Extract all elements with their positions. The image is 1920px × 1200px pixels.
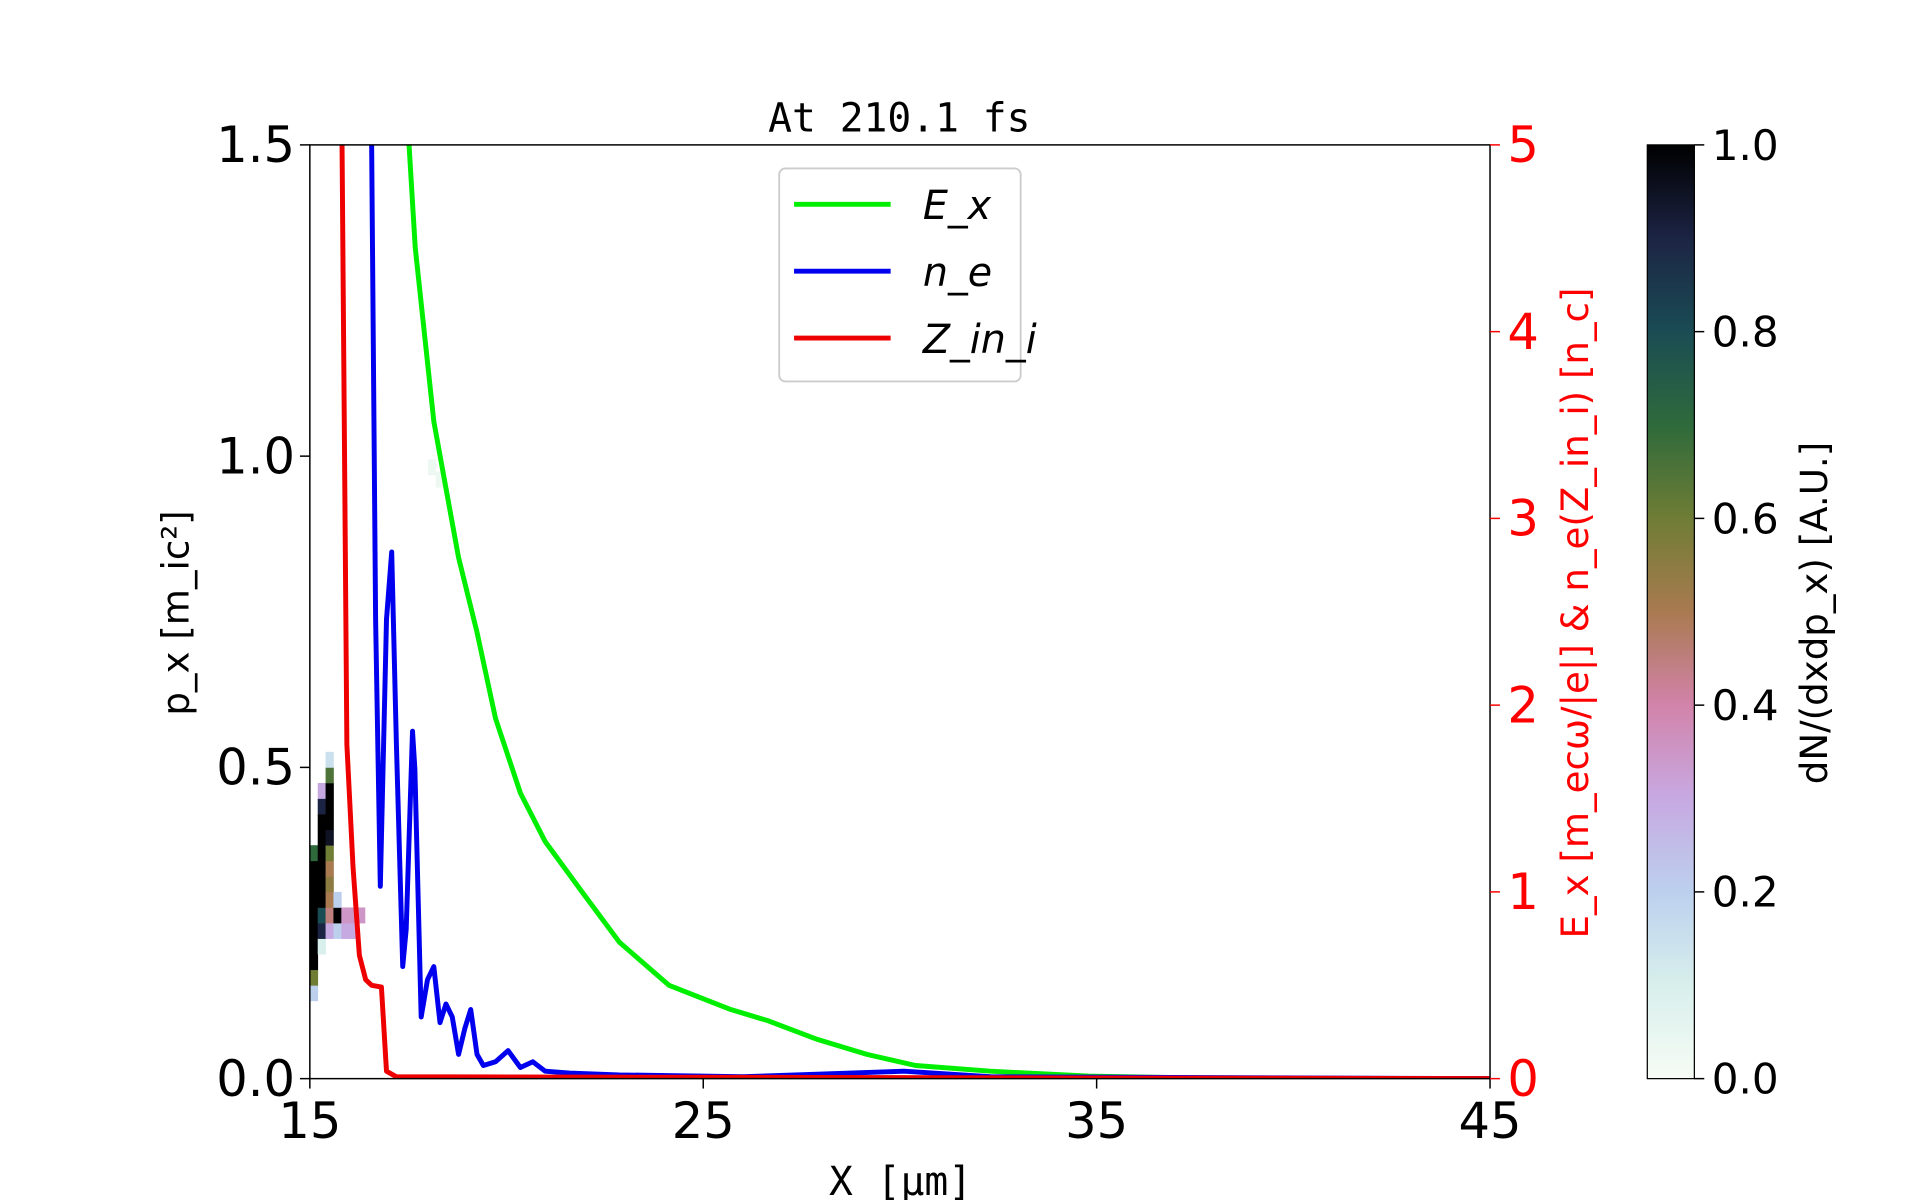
heatmap-cell [317, 814, 326, 831]
heatmap-cell [325, 876, 334, 893]
heatmap-cell [333, 923, 342, 939]
x-tick-label: 25 [672, 1092, 735, 1150]
heatmap-cell [317, 829, 326, 846]
colorbar-tick-label: 0.0 [1712, 1054, 1779, 1103]
y-right-tick-label: 4 [1507, 303, 1539, 361]
x-tick-label: 35 [1065, 1092, 1128, 1150]
colorbar-tick-label: 0.6 [1712, 494, 1779, 543]
heatmap-cell [325, 829, 334, 846]
heatmap-cell [309, 860, 319, 877]
heatmap-cell [317, 860, 326, 877]
heatmap-cell [349, 907, 358, 924]
y-left-tick-label: 0.0 [216, 1050, 295, 1108]
chart-title: At 210.1 fs [768, 95, 1030, 141]
y-left-tick-label: 1.0 [216, 427, 295, 485]
y-axis-right: 0 1 2 3 4 5 [1490, 116, 1539, 1108]
y-left-tick-label: 1.5 [216, 116, 295, 174]
legend-box [778, 167, 1022, 383]
colorbar-tick-label: 0.2 [1712, 868, 1779, 917]
y-axis-left-label: p_x [m_ic²] [154, 510, 197, 715]
heatmap-cell [325, 891, 334, 908]
heatmap-cell [325, 923, 334, 939]
heatmap-cell [357, 907, 366, 924]
heatmap-cell [341, 907, 350, 924]
x-axis: 15 25 35 45 [278, 1078, 1522, 1150]
heatmap-cell [317, 782, 326, 799]
heatmap-cell [341, 923, 350, 939]
heatmap-cell [325, 907, 334, 924]
plot-frame [309, 144, 1491, 1080]
heatmap-cell [317, 845, 326, 862]
x-tick-label: 15 [278, 1092, 341, 1150]
heatmap-cell [333, 891, 342, 908]
y-right-tick-label: 1 [1507, 863, 1539, 921]
heatmap-cell [325, 798, 334, 815]
y-axis-right-label: E_x [m_ecω/|e|] & n_e(Z_in_i) [n_c] [1554, 288, 1597, 939]
heatmap-cell [427, 459, 437, 476]
y-axis-left: 0.0 0.5 1.0 1.5 [216, 116, 310, 1108]
colorbar [1646, 144, 1695, 1080]
series-lines [339, 144, 1491, 1079]
heatmap-cell [309, 845, 319, 862]
y-right-tick-label: 0 [1507, 1050, 1539, 1108]
heatmap-cell [317, 798, 326, 815]
heatmap-cell [317, 938, 326, 955]
heatmap-cell [317, 907, 326, 924]
heatmap-cell [325, 814, 334, 831]
heatmap-cell [317, 876, 326, 893]
series-line-zini [339, 144, 1491, 1079]
legend-label: E_x [923, 183, 992, 229]
colorbar-tick-label: 1.0 [1712, 121, 1779, 170]
heatmap-cell [317, 923, 326, 939]
legend: E_x n_e Z_in_i [778, 167, 1037, 383]
x-axis-label: X [μm] [829, 1159, 972, 1200]
heatmap-cell [325, 782, 334, 799]
heatmap-cell [309, 938, 319, 955]
heatmap-cell [333, 907, 342, 924]
y-left-tick-label: 0.5 [216, 739, 295, 797]
heatmap-cell [325, 860, 334, 877]
heatmap-cell [435, 471, 444, 488]
heatmap-cell [325, 845, 334, 862]
series-line-ne [369, 144, 1491, 1079]
heatmap-cell [317, 891, 326, 908]
heatmap-cell [309, 969, 319, 986]
colorbar-axis: 0.0 0.2 0.4 0.6 0.8 1.0 [1694, 121, 1779, 1103]
heatmap-cell [309, 891, 319, 908]
heatmap-cell [309, 985, 319, 1002]
heatmap-cell [309, 954, 319, 971]
y-right-tick-label: 3 [1507, 490, 1539, 548]
heatmap-cell [325, 767, 334, 784]
y-right-tick-label: 5 [1507, 116, 1539, 174]
heatmap-cell [309, 876, 319, 893]
colorbar-tick-label: 0.8 [1712, 308, 1779, 357]
colorbar-tick-label: 0.4 [1712, 681, 1779, 730]
legend-label: n_e [923, 250, 992, 296]
heatmap-cell [309, 923, 319, 939]
x-tick-label: 45 [1459, 1092, 1522, 1150]
heatmap [309, 459, 444, 1002]
heatmap-cell [349, 923, 358, 939]
heatmap-cell [309, 907, 319, 924]
y-right-tick-label: 2 [1507, 676, 1539, 734]
colorbar-label: dN/(dxdp_x) [A.U.] [1793, 442, 1836, 784]
heatmap-cell [325, 751, 334, 768]
series-line-ex [406, 144, 1491, 1079]
legend-label: Z_in_i [922, 317, 1037, 363]
